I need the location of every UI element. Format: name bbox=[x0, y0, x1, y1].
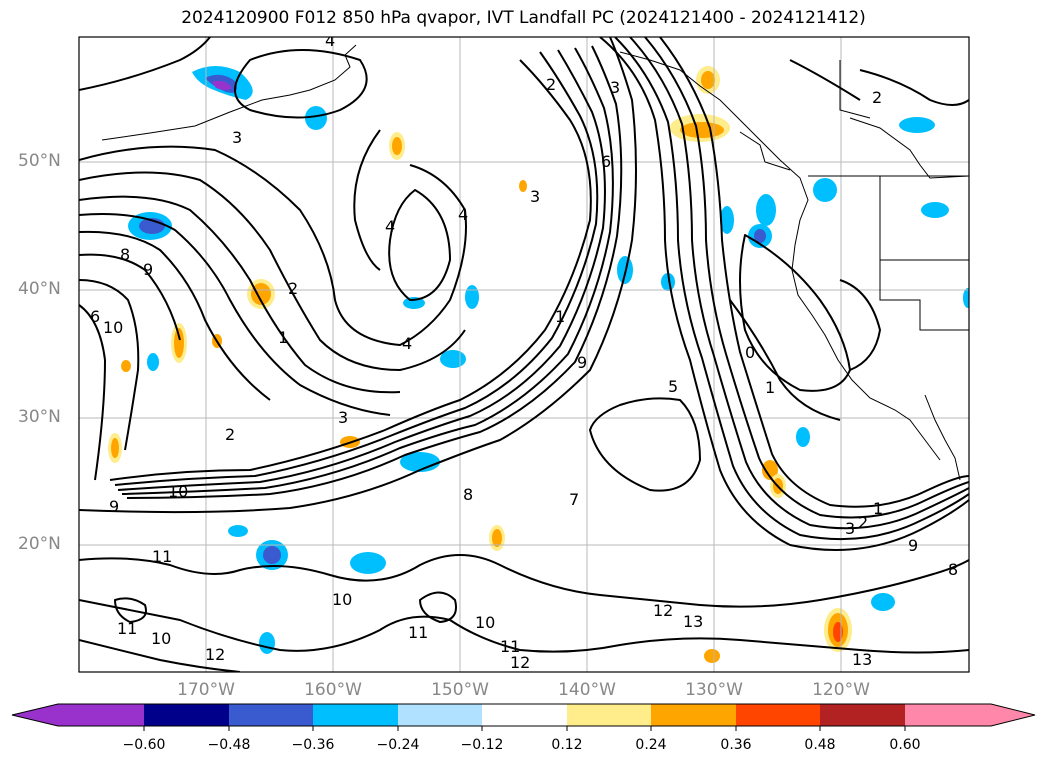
colorbar-tick-label: 0.36 bbox=[720, 737, 752, 753]
contour-label: 13 bbox=[683, 612, 703, 631]
contour-label: 3 bbox=[610, 78, 620, 97]
lon-label: 150°W bbox=[431, 680, 489, 700]
colorbar-tick-label: −0.24 bbox=[376, 737, 420, 753]
contour-label: 8 bbox=[463, 485, 473, 504]
contour-label: 1 bbox=[873, 499, 883, 518]
contour-label: 6 bbox=[90, 307, 100, 326]
colorbar-segment bbox=[567, 704, 651, 726]
contour-label: 12 bbox=[653, 601, 673, 620]
contour-label: 1 bbox=[278, 328, 288, 347]
contour-lines bbox=[79, 37, 969, 672]
lat-label: 30°N bbox=[18, 407, 61, 427]
colorbar-segment bbox=[313, 704, 398, 726]
contour-label: 4 bbox=[402, 334, 412, 353]
colorbar-segment bbox=[144, 704, 229, 726]
colorbar-segment bbox=[482, 704, 567, 726]
contour-label: 11 bbox=[152, 547, 172, 566]
contour-label: 4 bbox=[325, 31, 335, 50]
colorbar-extend-high bbox=[991, 704, 1035, 726]
contour-label: 3 bbox=[845, 519, 855, 538]
contour-label: 10 bbox=[103, 318, 123, 337]
contour-label: 0 bbox=[745, 343, 755, 362]
map-panel: 4 2 3 6 3 2 3 4 4 8 9 10 6 2 1 4 1 9 3 2… bbox=[79, 31, 969, 672]
lon-label: 140°W bbox=[558, 680, 616, 700]
colorbar-tick-marks bbox=[143, 726, 906, 731]
lon-label: 160°W bbox=[304, 680, 362, 700]
contour-label: 2 bbox=[288, 279, 298, 298]
colorbar-tick-label: −0.36 bbox=[291, 737, 335, 753]
colorbar-segment bbox=[229, 704, 313, 726]
map-frame bbox=[78, 36, 970, 673]
colorbar-tick-label: 0.12 bbox=[551, 737, 583, 753]
colorbar-segment bbox=[905, 704, 991, 726]
lat-label: 50°N bbox=[18, 151, 61, 171]
colorbar-tick-label: −0.12 bbox=[460, 737, 504, 753]
colorbar-tick-label: −0.60 bbox=[122, 737, 166, 753]
colorbar-tick-label: −0.48 bbox=[207, 737, 251, 753]
contour-label: 2 bbox=[225, 425, 235, 444]
contour-label: 3 bbox=[232, 128, 242, 147]
contour-label: 10 bbox=[475, 613, 495, 632]
colorbar-segment bbox=[736, 704, 820, 726]
colorbar-tick-label: 0.24 bbox=[635, 737, 667, 753]
contour-label: 10 bbox=[151, 629, 171, 648]
lat-label: 20°N bbox=[18, 534, 61, 554]
contour-label: 2 bbox=[546, 75, 556, 94]
contour-label: 10 bbox=[332, 590, 352, 609]
contour-label: 1 bbox=[555, 307, 565, 326]
contour-label: 12 bbox=[205, 645, 225, 664]
contour-label: 11 bbox=[500, 637, 520, 656]
colorbar-segment bbox=[651, 704, 736, 726]
contour-label: 1 bbox=[765, 378, 775, 397]
contour-label: 5 bbox=[668, 377, 678, 396]
contour-label: 13 bbox=[852, 650, 872, 669]
contour-label: 4 bbox=[385, 217, 395, 236]
colorbar-segment bbox=[58, 704, 144, 726]
colorbar-outline bbox=[11, 703, 1036, 727]
colorbar-tick-label: 0.60 bbox=[889, 737, 921, 753]
contour-label: 4 bbox=[458, 205, 468, 224]
lat-label: 40°N bbox=[18, 279, 61, 299]
colorbar-tick-label: 0.48 bbox=[804, 737, 836, 753]
colorbar-segment bbox=[820, 704, 905, 726]
contour-label: 8 bbox=[120, 245, 130, 264]
lon-label: 170°W bbox=[177, 680, 235, 700]
colorbar-segment bbox=[398, 704, 482, 726]
contour-label: 9 bbox=[908, 536, 918, 555]
contour-label: 9 bbox=[143, 260, 153, 279]
contour-label: 11 bbox=[117, 619, 137, 638]
contour-label: 2 bbox=[872, 88, 882, 107]
contour-label: 12 bbox=[510, 653, 530, 672]
colorbar bbox=[11, 703, 1036, 731]
lon-label: 130°W bbox=[685, 680, 743, 700]
contour-label: 8 bbox=[948, 560, 958, 579]
contour-label: 10 bbox=[168, 482, 188, 501]
lon-label: 120°W bbox=[812, 680, 870, 700]
contour-label: 11 bbox=[408, 623, 428, 642]
contour-label: 9 bbox=[577, 353, 587, 372]
plot-title: 2024120900 F012 850 hPa qvapor, IVT Land… bbox=[181, 8, 866, 28]
contour-label: 7 bbox=[569, 490, 579, 509]
contour-label: 6 bbox=[601, 152, 611, 171]
coastline bbox=[101, 44, 969, 481]
contour-label: 3 bbox=[338, 408, 348, 427]
colorbar-extend-low bbox=[12, 704, 58, 726]
contour-label: 9 bbox=[109, 497, 119, 516]
contour-label: 3 bbox=[530, 187, 540, 206]
contour-label-group: 4 2 3 6 3 2 3 4 4 8 9 10 6 2 1 4 1 9 3 2… bbox=[90, 31, 958, 672]
contour-label: 2 bbox=[858, 513, 868, 532]
